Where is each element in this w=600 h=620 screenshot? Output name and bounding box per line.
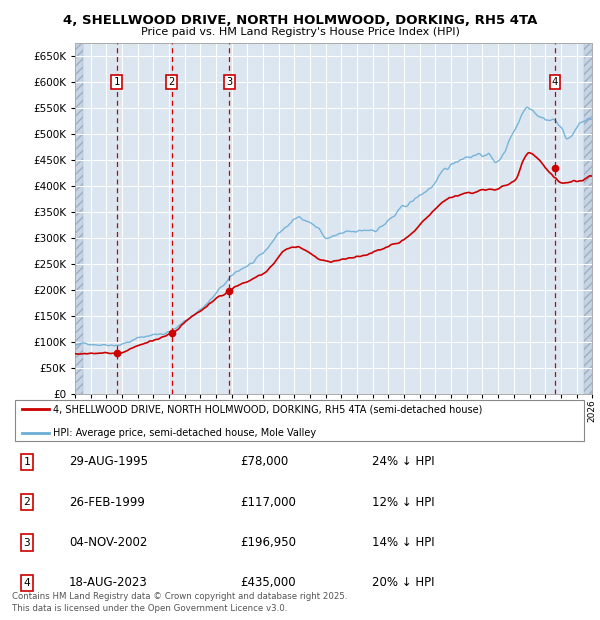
Text: 24% ↓ HPI: 24% ↓ HPI: [372, 456, 434, 468]
Text: 3: 3: [226, 77, 232, 87]
Bar: [584, 43, 592, 394]
Text: 4: 4: [552, 77, 558, 87]
Text: 2: 2: [23, 497, 31, 507]
Bar: [75, 43, 83, 394]
Text: 26-FEB-1999: 26-FEB-1999: [69, 496, 145, 508]
Text: £78,000: £78,000: [240, 456, 288, 468]
Text: 4, SHELLWOOD DRIVE, NORTH HOLMWOOD, DORKING, RH5 4TA (semi-detached house): 4, SHELLWOOD DRIVE, NORTH HOLMWOOD, DORK…: [53, 404, 483, 414]
Text: 12% ↓ HPI: 12% ↓ HPI: [372, 496, 434, 508]
Text: 1: 1: [113, 77, 120, 87]
Text: HPI: Average price, semi-detached house, Mole Valley: HPI: Average price, semi-detached house,…: [53, 428, 317, 438]
Text: 18-AUG-2023: 18-AUG-2023: [69, 577, 148, 589]
Bar: [584, 43, 592, 394]
Text: 1: 1: [23, 457, 31, 467]
Text: 29-AUG-1995: 29-AUG-1995: [69, 456, 148, 468]
Text: £196,950: £196,950: [240, 536, 296, 549]
Text: 04-NOV-2002: 04-NOV-2002: [69, 536, 148, 549]
Text: 4: 4: [23, 578, 31, 588]
Bar: [75, 43, 83, 394]
Text: 2: 2: [169, 77, 175, 87]
Text: 14% ↓ HPI: 14% ↓ HPI: [372, 536, 434, 549]
FancyBboxPatch shape: [15, 400, 584, 441]
Text: £117,000: £117,000: [240, 496, 296, 508]
Text: £435,000: £435,000: [240, 577, 296, 589]
Text: Price paid vs. HM Land Registry's House Price Index (HPI): Price paid vs. HM Land Registry's House …: [140, 27, 460, 37]
Text: 4, SHELLWOOD DRIVE, NORTH HOLMWOOD, DORKING, RH5 4TA: 4, SHELLWOOD DRIVE, NORTH HOLMWOOD, DORK…: [63, 14, 537, 27]
Text: 3: 3: [23, 538, 31, 547]
Text: 20% ↓ HPI: 20% ↓ HPI: [372, 577, 434, 589]
Text: Contains HM Land Registry data © Crown copyright and database right 2025.
This d: Contains HM Land Registry data © Crown c…: [12, 591, 347, 613]
